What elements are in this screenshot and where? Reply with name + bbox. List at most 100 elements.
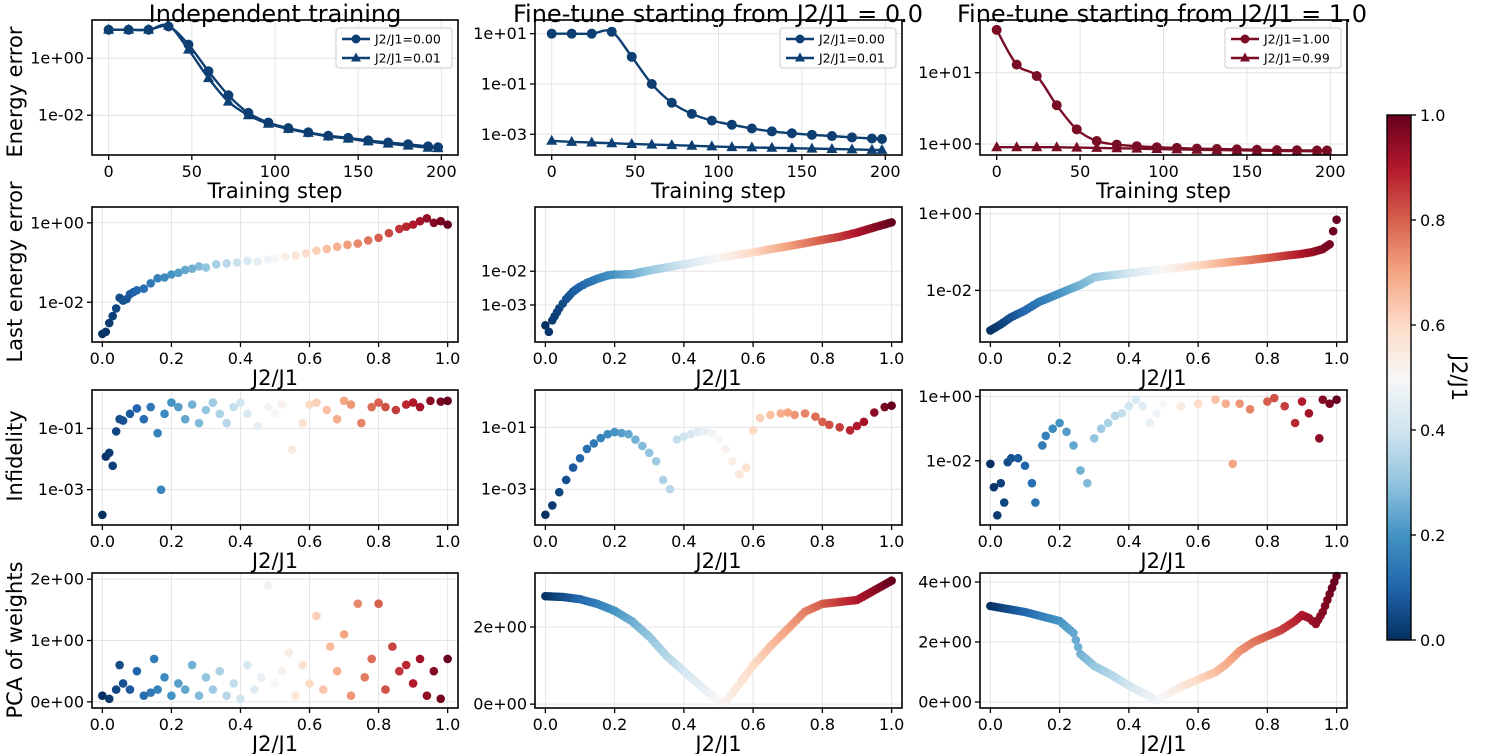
data-point [215,409,225,419]
panel-c4: 0.0 0.2 0.4 0.6 0.8 1.0 4e+00 2e+00 0e+00 J2/J1 [918,571,1349,754]
y-tick-label: 2e+00 [918,633,972,652]
data-point [566,28,577,39]
data-point [436,216,446,226]
colorbar-tick-label: 0.4 [1420,421,1445,440]
x-tick-label: 0.2 [1047,532,1072,551]
data-point [746,123,757,134]
data-point [187,264,197,273]
x-tick-label: 0.8 [1255,715,1280,734]
data-point [811,412,820,421]
x-tick-label: 1.0 [435,715,460,734]
data-point [686,429,696,439]
data-point [644,448,654,458]
data-point [343,240,352,250]
data-point [270,253,280,263]
data-point [339,396,349,406]
data-point [194,691,204,701]
data-point [866,143,878,154]
data-point [291,691,301,701]
x-axis-label: J2/J1 [1138,732,1186,754]
data-point [783,408,793,417]
legend-label: J2/J1=0.00 [818,32,885,47]
data-point [408,398,418,407]
data-point [222,418,231,428]
data-point [1211,144,1223,155]
legend: J2/J1=1.00 J2/J1=0.99 [1224,27,1342,69]
x-tick-label: 50 [182,162,202,181]
data-point [443,654,452,664]
row-ylabel-3: PCA of weights [3,561,27,718]
data-point [284,648,294,658]
data-point [312,398,321,407]
data-point [1138,401,1148,411]
data-point [391,405,401,415]
data-point [382,137,394,148]
legend-label: J2/J1=1.00 [1263,32,1330,47]
y-tick-label: 1e+00 [918,134,972,153]
data-point [672,435,682,444]
data-point [98,691,107,701]
x-tick-label: 0.0 [90,532,115,551]
data-point [374,599,383,608]
data-point [541,320,550,330]
x-tick-label: 0.8 [1255,532,1280,551]
x-tick-label: 0.4 [228,532,253,551]
data-point [1131,142,1143,153]
x-tick-label: 0.4 [1116,532,1141,551]
data-point [1096,424,1106,433]
x-axis-label: Training step [207,179,343,203]
column-title-2: Fine-tune starting from J2/J1 = 1.0 [957,0,1367,28]
data-point [367,654,376,664]
data-point [755,413,765,423]
data-point [1031,70,1042,81]
data-point [422,141,434,152]
data-point [646,138,658,149]
data-point [666,97,677,108]
axes-frame [534,572,903,709]
data-point [384,228,394,238]
data-point [167,691,176,701]
y-tick-label: 1e+00 [918,204,972,223]
x-tick-label: 200 [870,162,901,181]
data-point [139,691,149,701]
data-point [887,218,896,227]
x-tick-label: 100 [703,162,734,181]
x-tick-label: 0.2 [1047,715,1072,734]
panels: J2/J1=0.00 J2/J1=0.01 0 50 100 150 200 1e+00 1e-… [30,19,1349,754]
data-point [986,459,995,469]
data-point [686,108,697,119]
data-point [436,694,446,704]
row-ylabel-1: Last energy error [3,181,27,362]
data-point [766,126,777,137]
panel-b3: 0.0 0.2 0.4 0.6 0.8 1.0 1e-01 1e-03 J2/J1 [481,389,904,573]
data-point [1231,144,1243,155]
data-point [229,402,238,412]
data-point [187,400,197,409]
data-point [363,236,373,245]
data-point [402,139,414,150]
data-point [325,642,335,651]
data-point [208,685,218,694]
data-point [98,510,107,520]
x-tick-label: 0.4 [228,349,253,368]
data-point [282,122,294,133]
data-point [353,599,363,608]
x-axis-label: J2/J1 [693,366,741,390]
data-point [876,133,887,144]
x-tick-label: 1.0 [435,532,460,551]
data-point [125,409,135,419]
y-tick-label: 2e+00 [30,570,84,589]
data-point [232,258,242,267]
data-point [658,475,668,485]
x-tick-label: 0.2 [602,532,627,551]
panel-c3: 0.0 0.2 0.4 0.6 0.8 1.0 1e+00 1e-02 J2/J1 [918,387,1349,573]
data-point [332,666,342,676]
data-point [596,433,606,443]
data-point [1020,461,1030,471]
data-point [546,28,557,39]
data-point [679,432,689,441]
data-point [153,274,162,283]
data-point [443,220,452,229]
colorbar-gradient [1386,114,1412,641]
data-point [346,691,356,701]
